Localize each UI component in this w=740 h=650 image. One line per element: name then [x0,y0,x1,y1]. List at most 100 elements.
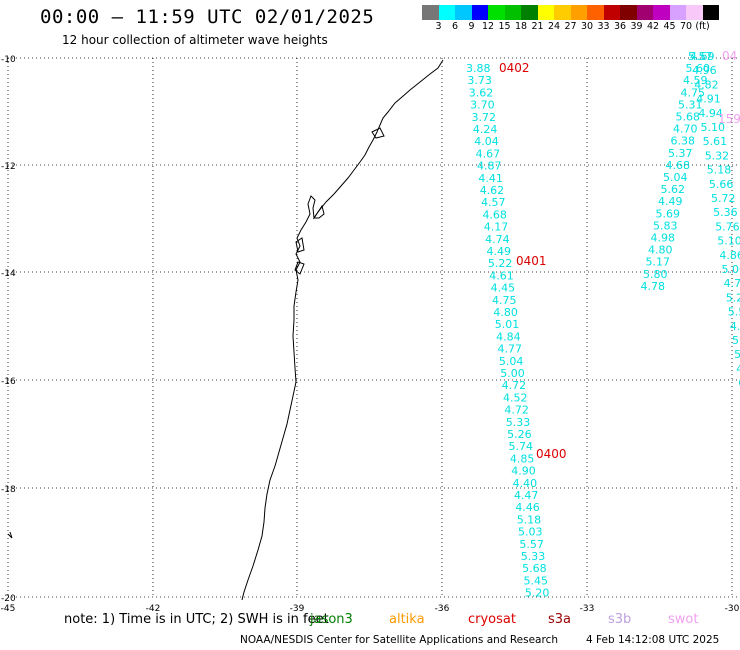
wave-height-value: 5.03 [518,526,543,539]
satellite-legend-item: s3a [548,612,572,627]
wave-height-value: 5.68 [522,562,547,575]
wave-height-value: 4.24 [473,123,498,136]
wave-height-value: 3.88 [466,62,491,75]
wave-height-value: 5.72 [711,192,736,205]
wave-height-value: 6.38 [671,135,696,148]
colorbar-label: 24 [547,21,561,32]
coastline-inlet [294,127,385,275]
wave-height-value: 3.72 [471,111,496,124]
island-mark [7,531,13,539]
wave-height-value: 4.62 [480,184,505,197]
colorbar-label: 6 [451,21,459,32]
wave-height-value: 5.74 [508,440,532,453]
wave-height-value: 4.45 [491,282,516,295]
colorbar-swatch [455,5,472,20]
colorbar-label: 18 [514,21,528,32]
longitude-label: -33 [580,604,595,614]
wave-height-value: 4.87 [477,160,502,173]
colorbar-swatch [620,5,637,20]
wave-height-value: 5.17 [646,256,671,269]
satellite-legend-item: jason3 [310,612,353,627]
longitude-label: -36 [435,604,450,614]
wave-height-value: 5.10 [701,121,726,134]
wave-height-value: 4.84 [496,330,521,343]
wave-height-value: 4.52 [503,391,528,404]
wave-height-value: 5.57 [688,50,713,63]
map-title: 00:00 – 11:59 UTC 02/01/2025 [40,6,375,28]
latitude-label: -10 [1,55,16,65]
coastline-path [241,59,444,601]
latitude-label: -16 [1,377,16,387]
wave-height-value: 5.80 [643,268,668,281]
pass-time-label: 0401 [516,254,547,268]
colorbar-label: 12 [481,21,495,32]
pass-time-label: 0400 [536,447,567,461]
longitude-label: -42 [146,604,161,614]
wave-height-value: 5.60 [686,62,711,75]
wave-height-value: 4. [736,362,740,375]
wave-height-value: 5.18 [517,513,542,526]
wave-height-value: 5. [734,348,740,361]
colorbar-swatch [587,5,604,20]
colorbar-swatch [438,5,455,20]
wave-height-value: 4.04 [474,135,499,148]
pass-time-label: 0402 [499,61,530,75]
colorbar-label: 36 [613,21,627,32]
wave-height-value: 5.2 [726,291,740,304]
wave-height-value: 5.18 [707,164,732,177]
wave-height-value: 5.04 [663,171,688,184]
colorbar-swatch [488,5,505,20]
wave-height-value: 5.06 [722,263,740,276]
colorbar-swatch [653,5,670,20]
wave-height-value: 5.83 [653,219,678,232]
wave-height-value: 5.22 [488,257,513,270]
colorbar-label: 39 [630,21,643,32]
generation-timestamp: 4 Feb 14:12:08 UTC 2025 [586,634,720,646]
wave-height-value: 4.69 [690,50,715,63]
colorbar-legend [422,5,719,20]
colorbar-swatch [504,5,521,20]
wave-height-value: 4.9 [730,320,740,333]
satellite-legend-item: swot [668,612,699,627]
wave-height-value: 5.10 [717,235,740,248]
wave-height-value: 5.04 [499,355,524,368]
wave-height-value: 3.70 [470,99,495,112]
swot-value: 159 [718,112,740,126]
wave-height-value: 4.47 [514,489,539,502]
latitude-label: -18 [1,485,16,495]
wave-height-value: 4.68 [666,159,691,172]
wave-height-value: 4.70 [673,123,698,136]
wave-height-value: 5.31 [678,98,703,111]
wave-height-value: 4.40 [513,477,538,490]
wave-height-value: 4.41 [478,172,503,185]
wave-height-value: 5.57 [519,538,544,551]
wave-height-value: 5.68 [676,111,701,124]
coastline [241,59,444,601]
latitude-label: -14 [1,269,16,279]
wave-height-value: 4.94 [698,107,723,120]
colorbar-swatch [636,5,653,20]
wave-height-value: 4.72 [504,404,529,417]
colorbar-label: 15 [498,21,511,32]
wave-height-value: 4.46 [515,501,540,514]
wave-height-value: 4.68 [482,208,507,221]
colorbar-swatch [702,5,719,20]
map-subtitle: 12 hour collection of altimeter wave hei… [62,33,328,47]
wave-height-value: 5.26 [507,428,531,441]
wave-height-value: 4.61 [489,269,514,282]
wave-height-value: 4.78 [641,280,666,293]
colorbar-swatch [471,5,488,20]
wave-height-value: 6. [738,377,740,390]
wave-height-value: 5.00 [500,367,525,380]
wave-height-value: 5.4 [732,334,740,347]
colorbar-label: 42 [646,21,660,32]
wave-height-value: 4.75 [492,294,517,307]
wave-height-value: 5.32 [705,149,730,162]
colorbar-swatch [422,5,439,20]
wave-height-value: 5.61 [703,135,728,148]
colorbar-label: (ft) [695,21,710,32]
wave-height-value: 4.86 [719,249,740,262]
latitude-label: -20 [1,594,16,604]
wave-height-value: 4.98 [651,232,676,245]
wave-height-value: 4.67 [476,147,501,160]
